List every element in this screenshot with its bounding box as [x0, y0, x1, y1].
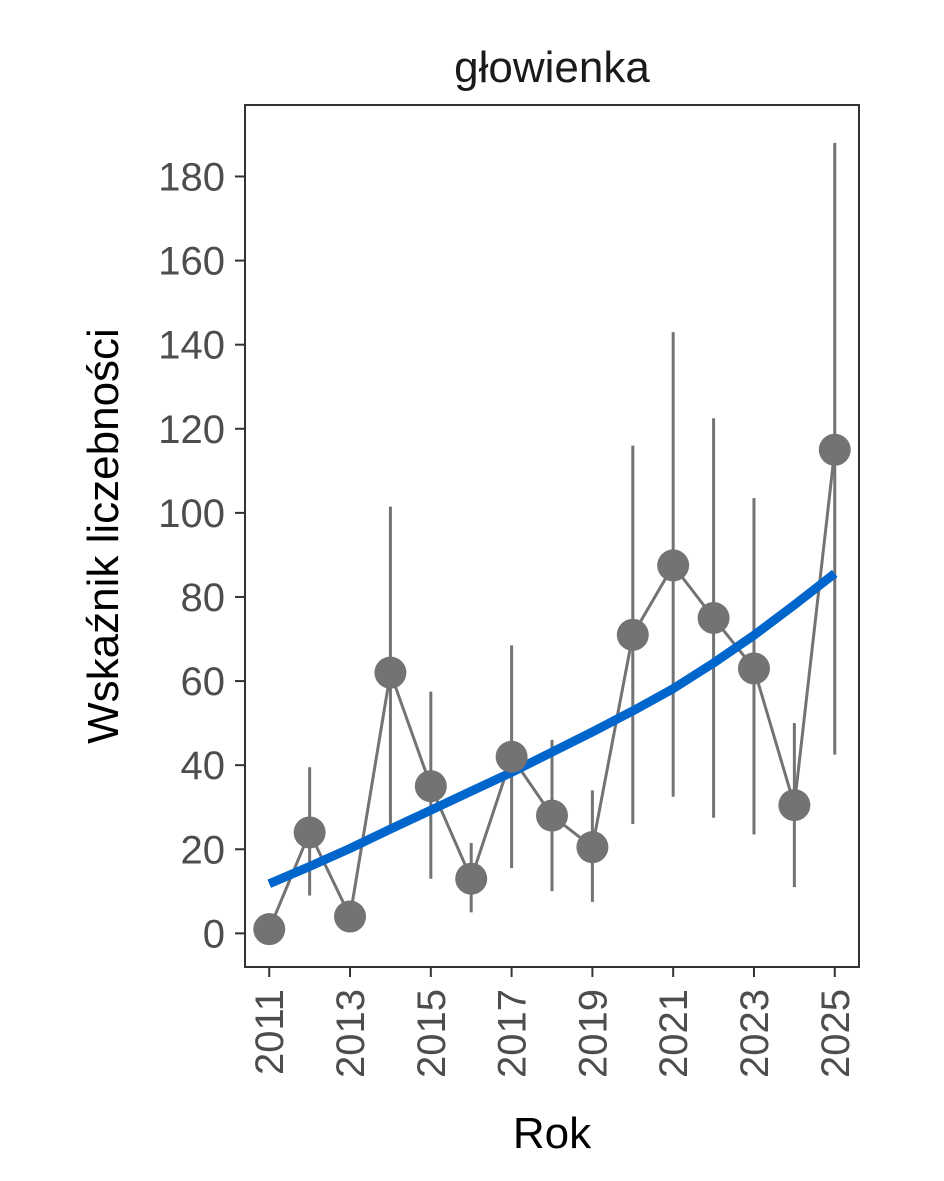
y-tick-label: 0: [203, 912, 225, 956]
data-point: [536, 799, 568, 832]
data-point: [374, 656, 407, 689]
x-tick-label: 2021: [652, 989, 696, 1078]
y-tick-label: 120: [158, 408, 225, 452]
data-point: [737, 652, 770, 685]
data-point: [293, 816, 326, 849]
data-point: [616, 618, 649, 651]
y-axis: 0 20 40 60 80 100 120 140 160 180: [158, 155, 245, 956]
x-tick-label: 2023: [733, 989, 777, 1078]
x-tick-label: 2025: [814, 989, 858, 1078]
data-point: [657, 549, 690, 582]
y-axis-label: Wskaźnik liczebności: [79, 328, 128, 744]
y-tick-label: 160: [158, 240, 225, 284]
x-tick-label: 2019: [571, 989, 615, 1078]
data-point: [818, 433, 851, 466]
x-axis-label: Rok: [513, 1109, 592, 1158]
data-point: [455, 862, 488, 895]
x-tick-label: 2015: [410, 989, 454, 1078]
chart-marks: [253, 142, 851, 946]
y-tick-label: 140: [158, 324, 225, 368]
data-point: [697, 601, 730, 634]
y-tick-label: 20: [181, 828, 226, 872]
x-tick-label: 2017: [491, 989, 535, 1078]
data-point: [495, 740, 528, 773]
x-tick-label: 2013: [329, 989, 373, 1078]
data-point: [778, 789, 811, 822]
y-tick-label: 100: [158, 492, 225, 536]
plot-panel-border: [244, 104, 860, 968]
x-axis: 2011 2013 2015 2017 2019 2021 2023 2025: [248, 967, 858, 1078]
data-point: [253, 913, 286, 946]
y-tick-label: 80: [181, 576, 226, 620]
x-tick-label: 2011: [248, 989, 292, 1075]
chart-title: głowienka: [454, 43, 650, 92]
y-tick-label: 180: [158, 155, 225, 199]
data-point: [334, 900, 367, 933]
data-point: [414, 770, 447, 803]
data-point: [576, 831, 609, 864]
y-tick-label: 40: [181, 744, 226, 788]
y-tick-label: 60: [181, 660, 226, 704]
trend-line: [267, 569, 838, 888]
